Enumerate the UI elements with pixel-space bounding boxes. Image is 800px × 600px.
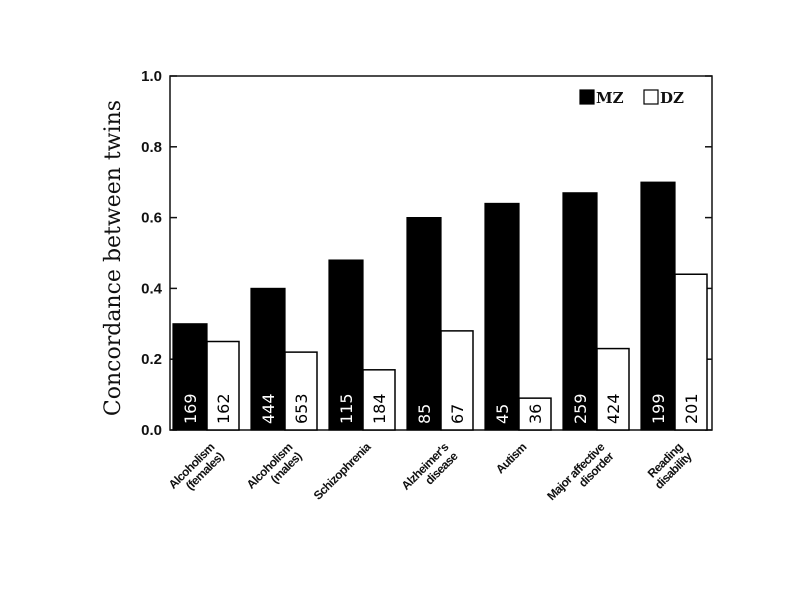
bar-dz-n-label: 653 [292,393,311,424]
bar-mz [328,259,364,431]
bar-mz-n-label: 85 [415,404,434,424]
legend-swatch-mz [579,89,595,105]
bar-mz-n-label: 259 [571,393,590,424]
bar-mz [484,202,520,431]
bar-dz-n-label: 67 [448,404,467,424]
bars: 169 162 444 653 115 184 85 67 45 36 259 424 199 201 [172,181,708,431]
category-label: Alcoholism(females) [166,440,227,493]
bar-mz [172,323,208,431]
bar-mz-n-label: 199 [649,393,668,424]
category-labels: Alcoholism(females) Alcoholism(males) Schi… [166,440,695,504]
bar-dz-n-label: 424 [604,393,623,424]
bar-dz [206,340,240,431]
y-tick-label: 1.0 [141,68,162,85]
category-label: Alcoholism(males) [244,440,305,491]
bar-mz [250,287,286,431]
legend-swatch-dz [643,89,659,105]
bar-dz [674,273,708,431]
legend-label-dz: DZ [660,89,684,107]
bar-dz-n-label: 162 [214,393,233,424]
bar-dz-n-label: 201 [682,393,701,424]
bar-mz [640,181,676,431]
bar-dz [362,369,396,431]
bar-mz [562,192,598,431]
bar-dz [284,351,318,431]
bar-mz-n-label: 45 [493,404,512,424]
bar-dz [596,347,630,431]
y-tick-label: 0.6 [141,210,162,227]
bar-mz-n-label: 444 [259,393,278,424]
bar-dz [518,397,552,431]
y-tick-label: 0.8 [141,139,162,156]
y-tick-label: 0.2 [141,351,162,368]
legend: MZ DZ [579,89,684,107]
bar-dz-n-label: 36 [526,404,545,424]
category-label-line: Schizophrenia [311,440,374,503]
y-tick-label: 0.0 [141,422,162,439]
category-label: Autism [493,440,529,476]
bar-mz-n-label: 169 [181,393,200,424]
legend-label-mz: MZ [596,89,624,107]
bar-mz [406,217,442,431]
bar-dz [440,330,474,431]
bar-mz-n-label: 115 [337,393,356,424]
bar-dz-n-label: 184 [370,393,389,424]
y-axis-label: Concordance between twins [101,100,126,416]
category-label: Schizophrenia [311,440,374,503]
category-label-line: Autism [493,440,529,476]
y-tick-label: 0.4 [141,280,163,297]
